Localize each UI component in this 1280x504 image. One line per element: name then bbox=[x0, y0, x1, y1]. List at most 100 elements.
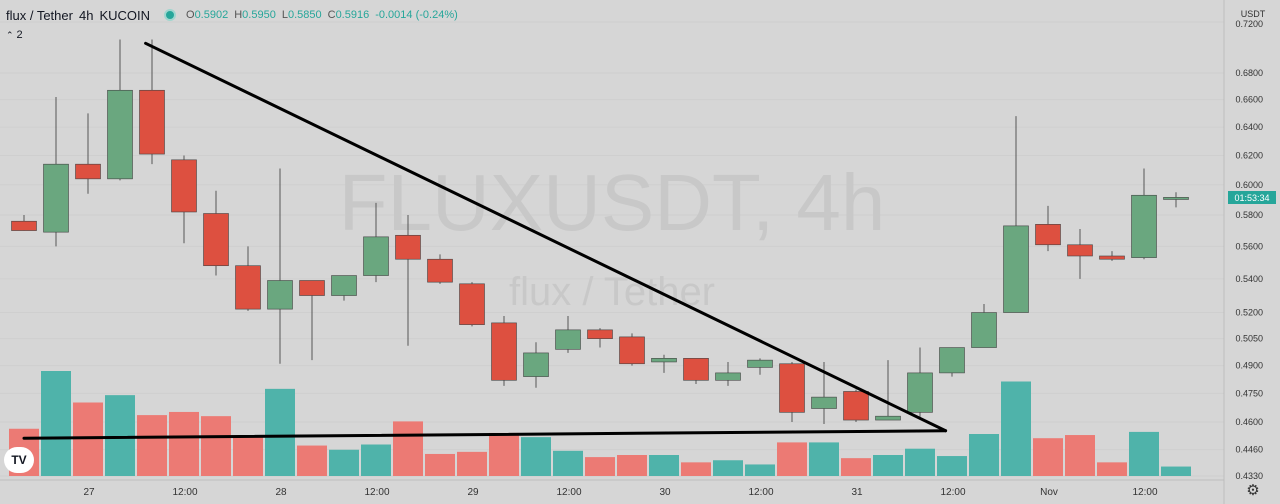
candle-body bbox=[1067, 244, 1093, 257]
volume-bar bbox=[521, 437, 551, 476]
price-tick-label: 0.6800 bbox=[1235, 68, 1263, 78]
candle-body bbox=[395, 234, 421, 260]
symbol-name[interactable]: flux / Tether bbox=[6, 7, 73, 23]
candle[interactable] bbox=[907, 347, 933, 421]
candle-body bbox=[1003, 225, 1029, 313]
volume-bar bbox=[681, 462, 711, 476]
time-tick-label: 12:00 bbox=[556, 487, 581, 498]
volume-bar bbox=[969, 434, 999, 476]
logo-text: TV bbox=[11, 453, 27, 467]
candle[interactable] bbox=[779, 361, 805, 422]
candle[interactable] bbox=[331, 275, 357, 301]
candle[interactable] bbox=[171, 155, 197, 244]
candle[interactable] bbox=[1099, 251, 1125, 261]
time-tick-label: 29 bbox=[467, 487, 479, 498]
candle[interactable] bbox=[747, 358, 773, 375]
price-tick-label: 0.6200 bbox=[1235, 151, 1263, 161]
watermark-pair: flux / Tether bbox=[509, 270, 715, 314]
interval-label[interactable]: 4h bbox=[78, 7, 94, 23]
candle-body bbox=[651, 358, 677, 363]
volume-bar bbox=[585, 457, 615, 476]
volume-bar bbox=[809, 442, 839, 476]
volume-bar bbox=[1097, 462, 1127, 476]
currency-label: USDT bbox=[1241, 9, 1266, 19]
trendline[interactable] bbox=[144, 41, 948, 433]
price-tick-label: 0.5050 bbox=[1235, 334, 1263, 344]
gear-icon[interactable]: ⚙ bbox=[1246, 482, 1260, 499]
candle[interactable] bbox=[395, 215, 421, 346]
candle[interactable] bbox=[555, 315, 581, 353]
price-tick-label: 0.7200 bbox=[1235, 19, 1263, 29]
time-tick-label: 12:00 bbox=[364, 487, 389, 498]
candle[interactable] bbox=[587, 328, 613, 348]
volume-bar bbox=[649, 455, 679, 476]
candle-body bbox=[75, 163, 101, 180]
candle[interactable] bbox=[651, 354, 677, 373]
candle[interactable] bbox=[267, 168, 293, 364]
candle-body bbox=[1099, 255, 1125, 260]
price-tick-label: 0.4330 bbox=[1235, 471, 1263, 481]
close-value: 0.5916 bbox=[335, 9, 370, 21]
chart-header: flux / Tether 4h KUCOIN O0.5902 H0.5950 … bbox=[6, 6, 458, 24]
volume-bar bbox=[1161, 466, 1191, 476]
candle[interactable] bbox=[11, 215, 37, 231]
candle[interactable] bbox=[875, 360, 901, 421]
candle[interactable] bbox=[363, 202, 389, 283]
candle-body bbox=[587, 329, 613, 339]
candle[interactable] bbox=[1035, 205, 1061, 252]
candle[interactable] bbox=[491, 315, 517, 386]
open-label: O bbox=[186, 9, 195, 21]
candle[interactable] bbox=[107, 39, 133, 181]
indicator-count: 2 bbox=[16, 29, 23, 41]
candle[interactable] bbox=[299, 280, 325, 361]
candle[interactable] bbox=[1131, 168, 1157, 260]
candle-body bbox=[171, 159, 197, 213]
candle[interactable] bbox=[683, 358, 709, 384]
price-tick-label: 0.5400 bbox=[1235, 274, 1263, 284]
candle[interactable] bbox=[427, 254, 453, 284]
candle[interactable] bbox=[75, 113, 101, 194]
price-tick-label: 0.5800 bbox=[1235, 210, 1263, 220]
volume-bar bbox=[873, 455, 903, 476]
candle-body bbox=[459, 283, 485, 325]
countdown-price-tag: 01:53:34 bbox=[1228, 191, 1276, 205]
candle[interactable] bbox=[715, 361, 741, 386]
candle[interactable] bbox=[619, 333, 645, 366]
candle[interactable] bbox=[971, 303, 997, 348]
volume-bar bbox=[1001, 381, 1031, 476]
indicator-toggle[interactable]: ⌃ 2 bbox=[6, 27, 32, 43]
time-tick-label: 28 bbox=[275, 487, 287, 498]
volume-bars bbox=[9, 371, 1191, 476]
price-tick-label: 0.6400 bbox=[1235, 122, 1263, 132]
candle[interactable] bbox=[235, 246, 261, 311]
candle[interactable] bbox=[459, 282, 485, 327]
candle[interactable] bbox=[1163, 192, 1189, 208]
volume-bar bbox=[425, 453, 455, 476]
candle[interactable] bbox=[1003, 116, 1029, 313]
candle[interactable] bbox=[843, 389, 869, 422]
candle-body bbox=[235, 265, 261, 310]
candle[interactable] bbox=[1067, 229, 1093, 279]
candle[interactable] bbox=[939, 347, 965, 377]
price-tick-label: 0.5600 bbox=[1235, 241, 1263, 251]
candle[interactable] bbox=[139, 39, 165, 165]
volume-bar bbox=[905, 448, 935, 476]
price-axis[interactable]: USDT 0.7200 0.6800 0.6600 0.6400 0.6200 0.600… bbox=[1223, 0, 1280, 504]
trendline[interactable] bbox=[22, 429, 948, 440]
candle-body bbox=[779, 363, 805, 413]
tradingview-logo[interactable]: TV bbox=[4, 447, 34, 473]
volume-bar bbox=[137, 415, 167, 476]
time-tick-label: 31 bbox=[851, 487, 863, 498]
time-axis[interactable]: 27 12:00 28 12:00 29 12:00 30 12:00 31 12:00 Nov 12… bbox=[0, 479, 1224, 498]
candle-body bbox=[299, 280, 325, 296]
candle[interactable] bbox=[523, 342, 549, 388]
candle-body bbox=[267, 280, 293, 310]
candle[interactable] bbox=[203, 190, 229, 276]
trendlines[interactable] bbox=[22, 41, 948, 440]
watermark-ticker: FLUXUSDT, 4h bbox=[339, 158, 886, 247]
candle[interactable] bbox=[43, 96, 69, 247]
exchange-label: KUCOIN bbox=[99, 7, 150, 23]
price-tick-label: 0.6000 bbox=[1235, 180, 1263, 190]
volume-bar bbox=[841, 458, 871, 476]
